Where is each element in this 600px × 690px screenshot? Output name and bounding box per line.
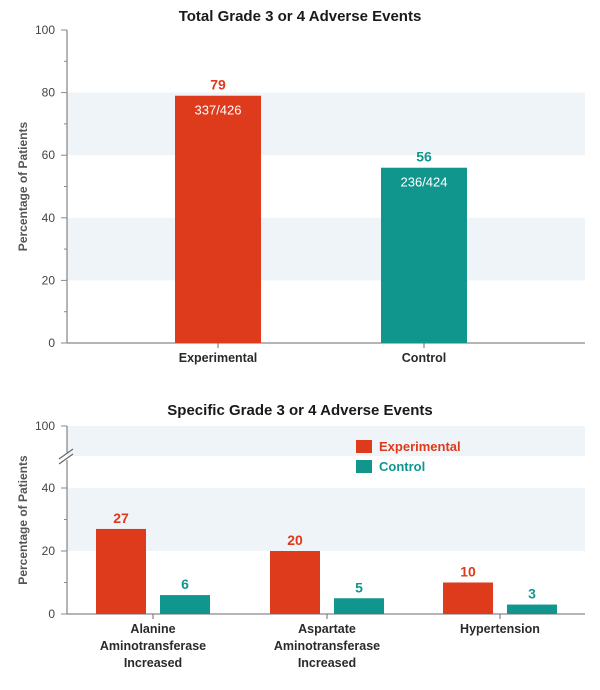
y-axis-label: Percentage of Patients	[16, 455, 30, 585]
chart-title: Total Grade 3 or 4 Adverse Events	[179, 8, 422, 25]
bar-value-label: 79	[210, 77, 226, 93]
y-tick-label: 0	[48, 607, 55, 621]
bar-value-label: 20	[287, 532, 303, 548]
specific-adverse-events-chart: Specific Grade 3 or 4 Adverse Events 0 20 4…	[16, 402, 585, 670]
bar-value-label: 5	[355, 579, 363, 595]
bar-control	[381, 167, 467, 343]
x-tick-label: Aminotransferase	[274, 639, 380, 653]
bar-value-label: 10	[460, 564, 476, 580]
bar-control	[334, 598, 384, 614]
total-adverse-events-chart: Total Grade 3 or 4 Adverse Events 0 20 40 60…	[16, 8, 585, 365]
grid-band	[67, 92, 585, 156]
bar-value-label: 3	[528, 586, 536, 602]
legend-swatch-experimental	[356, 440, 372, 453]
y-tick-label: 40	[42, 481, 56, 495]
bar-experimental	[96, 528, 146, 614]
bar-control	[160, 595, 210, 614]
x-tick-label: Aspartate	[298, 622, 356, 636]
legend-label-experimental: Experimental	[379, 439, 461, 454]
y-tick-label: 60	[42, 148, 56, 162]
axis-break-mark	[58, 448, 74, 460]
y-tick-label: 80	[42, 86, 56, 100]
legend-swatch-control	[356, 460, 372, 473]
bar-value-label: 56	[416, 149, 432, 165]
bar-experimental	[175, 95, 261, 343]
legend-label-control: Control	[379, 459, 425, 474]
x-tick-label: Increased	[298, 656, 356, 670]
bar-value-label: 6	[181, 576, 189, 592]
y-tick-label: 100	[35, 419, 55, 433]
chart-title: Specific Grade 3 or 4 Adverse Events	[167, 402, 432, 419]
bar-experimental	[443, 582, 493, 614]
x-tick-label: Alanine	[130, 622, 175, 636]
bar-ratio-label: 337/426	[195, 103, 242, 118]
bar-ratio-label: 236/424	[401, 175, 448, 190]
y-tick-label: 20	[42, 544, 56, 558]
grid-band	[67, 488, 585, 551]
y-tick-label: 0	[48, 336, 55, 350]
y-axis-label: Percentage of Patients	[16, 121, 30, 251]
x-tick-label: Increased	[124, 656, 182, 670]
axis-break-mark	[58, 453, 74, 465]
x-tick-label: Experimental	[179, 351, 258, 365]
bar-experimental	[270, 551, 320, 614]
x-tick-label: Control	[402, 351, 446, 365]
y-tick-label: 100	[35, 23, 55, 37]
bar-control	[507, 604, 557, 614]
x-tick-label: Aminotransferase	[100, 639, 206, 653]
grid-band	[67, 217, 585, 281]
grid-band	[67, 426, 585, 456]
y-tick-label: 40	[42, 211, 56, 225]
bar-value-label: 27	[113, 510, 129, 526]
y-tick-label: 20	[42, 273, 56, 287]
x-tick-label: Hypertension	[460, 622, 540, 636]
